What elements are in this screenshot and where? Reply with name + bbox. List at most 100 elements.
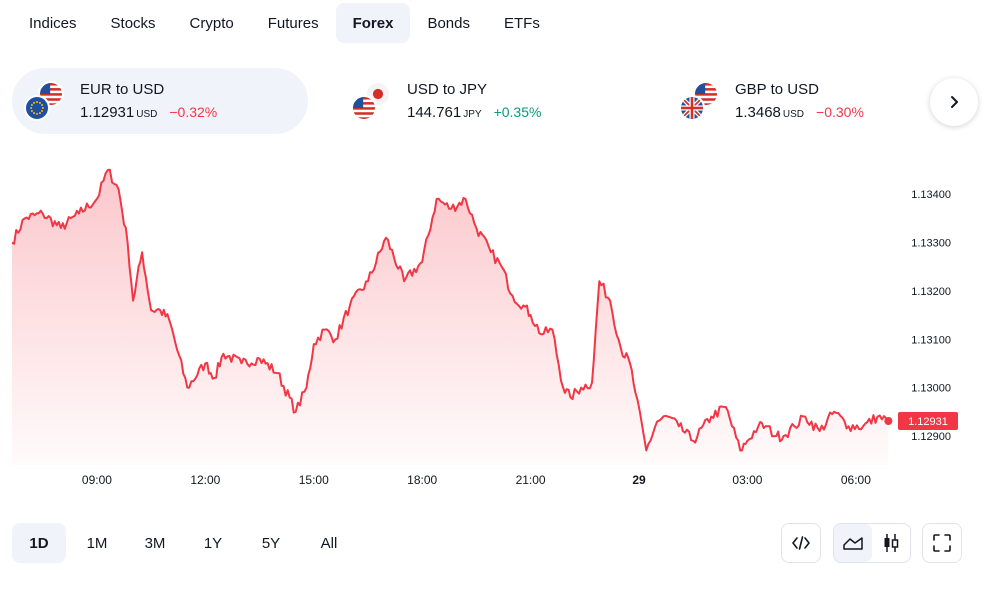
fullscreen-button[interactable] [923,524,961,562]
range-1y-button[interactable]: 1Y [203,534,223,552]
currency-flags [351,79,395,123]
tab-etfs[interactable]: ETFs [504,14,540,32]
x-tick-label: 29 [632,473,646,487]
area-chart-button[interactable] [834,524,872,562]
data-point [710,415,713,418]
chevron-right-icon [951,96,958,108]
data-point [168,318,171,321]
tab-bonds[interactable]: Bonds [427,14,470,32]
data-point [833,410,836,413]
data-point [421,260,424,263]
jp-flag-icon [365,81,391,107]
data-point [106,169,109,172]
last-price-label: 1.12931 [908,416,948,428]
uk-flag-icon [679,95,705,121]
y-tick-label: 1.13000 [911,383,951,395]
candlestick-chart-button[interactable] [872,524,910,562]
last-price-badge: 1.12931 [898,411,958,430]
data-point [540,333,543,336]
data-point [569,396,572,399]
eu-flag-icon [24,95,50,121]
ticker-card-gbpusd[interactable]: GBP to USD 1.3468 USD −0.30% [667,68,864,134]
time-range-selector: 1D 1M 3M 1Y 5Y All [12,523,356,563]
ticker-card-eurusd[interactable]: EUR to USD 1.12931 USD −0.32% [12,68,308,134]
data-point [757,425,760,428]
data-point [334,338,337,341]
data-point [793,425,796,428]
range-5y-button[interactable]: 5Y [261,534,281,552]
data-point [464,198,467,201]
ticker-change: +0.35% [493,104,542,120]
data-point [348,304,351,307]
x-tick-label: 15:00 [299,473,329,487]
fullscreen-icon [933,534,951,552]
x-axis: 09:00 12:00 15:00 18:00 21:00 29 03:00 06:00 [82,473,871,487]
data-point [580,386,583,389]
data-point [598,280,601,283]
tab-forex[interactable]: Forex [335,3,411,43]
data-point [159,309,162,312]
data-point [677,425,680,428]
data-point [562,386,565,389]
code-embed-icon [792,536,810,550]
range-1d-button[interactable]: 1D [12,523,66,563]
data-point [59,227,62,230]
range-1m-button[interactable]: 1M [86,534,108,552]
next-tickers-button[interactable] [930,78,978,126]
ticker-price: 1.3468 [735,104,781,121]
embed-tool-group [781,523,821,563]
data-point [645,449,648,452]
data-point [619,347,622,350]
range-3m-button[interactable]: 3M [144,534,166,552]
ticker-change: −0.30% [816,104,864,120]
data-point [847,425,850,428]
x-tick-label: 21:00 [516,473,546,487]
data-point [500,265,503,268]
y-tick-label: 1.13100 [911,334,951,346]
tab-indices[interactable]: Indices [29,14,77,32]
data-point [739,449,742,452]
range-all-button[interactable]: All [320,534,338,552]
embed-button[interactable] [782,524,820,562]
data-point [77,212,80,215]
ticker-unit: USD [782,109,805,120]
data-point [804,415,807,418]
ticker-unit: JPY [463,109,482,120]
data-point [323,328,326,331]
y-tick-label: 1.13300 [911,238,951,250]
data-point [475,227,478,230]
data-point [656,420,659,423]
x-tick-label: 09:00 [82,473,112,487]
data-point [204,362,207,365]
x-tick-label: 03:00 [732,473,762,487]
data-point [818,430,821,433]
data-point [782,434,785,437]
data-point [764,425,767,428]
candlestick-icon [884,534,899,552]
data-point [511,294,514,297]
tab-crypto[interactable]: Crypto [189,14,234,32]
data-point [126,241,129,244]
data-point [132,299,135,302]
data-point [435,198,438,201]
data-point [117,188,120,191]
data-point [186,386,189,389]
price-chart[interactable]: 1.13400 1.13300 1.13200 1.13100 1.13000 1.129… [0,150,985,500]
data-point [150,309,153,312]
data-point [141,251,144,254]
data-point [628,362,631,365]
tab-futures[interactable]: Futures [267,14,319,32]
data-point [489,251,492,254]
ticker-price: 144.761 [407,104,462,121]
ticker-name: USD to JPY [407,81,488,98]
data-point [876,415,879,418]
ticker-card-usdjpy[interactable]: USD to JPY 144.761 JPY +0.35% [339,68,541,134]
data-point [666,415,669,418]
data-point [522,304,525,307]
data-point [609,299,612,302]
ticker-name: GBP to USD [735,81,819,98]
ticker-carousel: EUR to USD 1.12931 USD −0.32% USD to J [12,68,912,134]
us-flag-icon [351,95,377,121]
data-point [366,280,369,283]
tab-stocks[interactable]: Stocks [110,14,156,32]
